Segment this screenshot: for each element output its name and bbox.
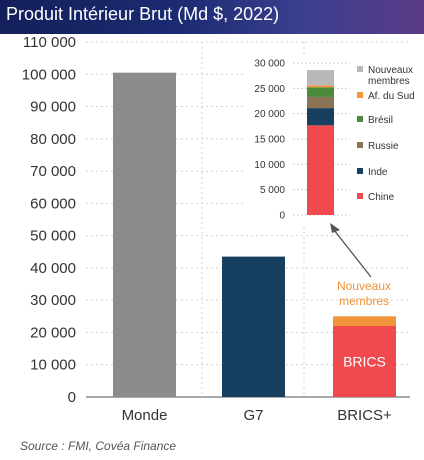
legend-swatch-inde (357, 168, 363, 174)
x-category-label: G7 (243, 407, 263, 424)
legend-label-chine: Chine (368, 192, 395, 203)
x-category-label: Monde (122, 407, 168, 424)
inset-y-tick-label: 0 (279, 211, 285, 222)
annotation: Nouveaux membres (330, 223, 391, 308)
main-y-tick-label: 80 000 (30, 131, 76, 148)
legend-swatch-chine (357, 193, 363, 199)
inset-y-tick-label: 5 000 (260, 185, 285, 196)
legend-label-nouveaux-membres-line2: membres (368, 76, 410, 87)
legend-label-nouveaux-membres-line1: Nouveaux (368, 65, 413, 76)
main-y-tick-label: 100 000 (22, 66, 76, 83)
main-y-tick-label: 90 000 (30, 99, 76, 116)
bar-brics-nouveaux-membres (333, 316, 396, 326)
source-note: Source : FMI, Covéa Finance (20, 439, 177, 453)
main-y-tick-label: 10 000 (30, 357, 76, 374)
x-category-label: BRICS+ (337, 407, 392, 424)
inset-segment-af-du-sud (307, 85, 334, 88)
bar-brics (333, 326, 396, 397)
bar-label-brics: BRICS (343, 354, 386, 370)
inset-y-axis: 0 5 000 10 000 15 000 20 000 25 000 30 000 (254, 59, 285, 222)
main-x-axis: Monde G7 BRICS+ (122, 407, 392, 424)
inset-segment-bresil (307, 87, 334, 97)
legend-label-bresil: Brésil (368, 115, 393, 126)
inset-y-tick-label: 15 000 (254, 135, 285, 146)
main-y-tick-label: 50 000 (30, 228, 76, 245)
legend-swatch-af-du-sud (357, 92, 363, 98)
main-y-axis: 0 10 000 20 000 30 000 40 000 50 000 60 000 70 … (22, 34, 76, 406)
inset-chart: 0 5 000 10 000 15 000 20 000 25 000 30 000 Nou… (244, 56, 422, 224)
legend-label-russie: Russie (368, 141, 399, 152)
main-y-tick-label: 60 000 (30, 195, 76, 212)
main-y-tick-label: 30 000 (30, 292, 76, 309)
chart-title: Produit Intérieur Brut (Md $, 2022) (6, 4, 280, 24)
inset-segment-nouveaux-membres (307, 70, 334, 86)
main-y-tick-label: 110 000 (23, 34, 76, 51)
main-y-tick-label: 0 (68, 389, 76, 406)
inset-y-tick-label: 10 000 (254, 160, 285, 171)
inset-segment-russie (307, 96, 334, 109)
title-bar: Produit Intérieur Brut (Md $, 2022) (0, 0, 424, 34)
inset-segment-inde (307, 108, 334, 126)
bar-monde (113, 72, 176, 397)
annotation-arrow (333, 229, 372, 278)
annotation-label-line2: membres (339, 294, 389, 308)
inset-y-tick-label: 30 000 (254, 59, 285, 70)
main-y-tick-label: 40 000 (30, 260, 76, 277)
annotation-label-line1: Nouveaux (337, 279, 391, 293)
legend-swatch-nouveaux-membres (357, 66, 363, 72)
legend-swatch-russie (357, 142, 363, 148)
bar-g7 (222, 256, 285, 397)
inset-segment-chine (307, 125, 334, 215)
legend-label-inde: Inde (368, 167, 388, 178)
legend-swatch-bresil (357, 116, 363, 122)
inset-y-tick-label: 25 000 (254, 84, 285, 95)
annotation-arrowhead (330, 223, 340, 233)
main-y-tick-label: 70 000 (30, 163, 76, 180)
legend-label-af-du-sud: Af. du Sud (368, 91, 415, 102)
inset-y-tick-label: 20 000 (254, 109, 285, 120)
main-y-tick-label: 20 000 (30, 324, 76, 341)
main-bars: BRICS (113, 72, 396, 397)
inset-stacked-bar (307, 70, 334, 215)
